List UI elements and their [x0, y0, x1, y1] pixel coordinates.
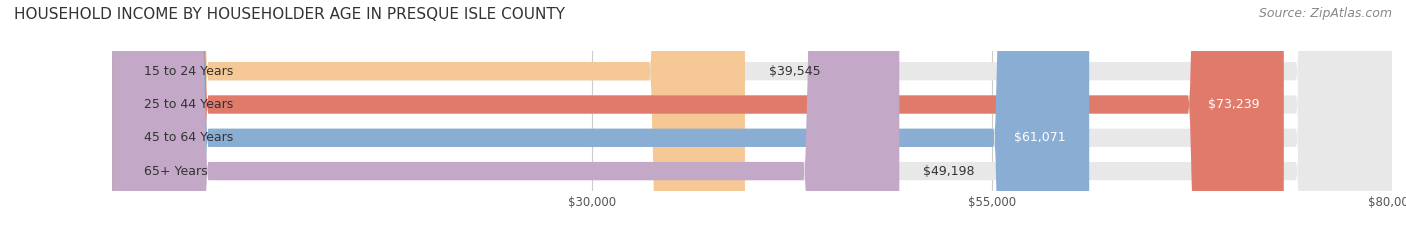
Text: $49,198: $49,198 — [924, 164, 974, 178]
FancyBboxPatch shape — [112, 0, 1392, 233]
Text: 25 to 44 Years: 25 to 44 Years — [145, 98, 233, 111]
Text: 45 to 64 Years: 45 to 64 Years — [145, 131, 233, 144]
Text: $61,071: $61,071 — [1014, 131, 1066, 144]
FancyBboxPatch shape — [112, 0, 1392, 233]
FancyBboxPatch shape — [112, 0, 745, 233]
Text: HOUSEHOLD INCOME BY HOUSEHOLDER AGE IN PRESQUE ISLE COUNTY: HOUSEHOLD INCOME BY HOUSEHOLDER AGE IN P… — [14, 7, 565, 22]
FancyBboxPatch shape — [112, 0, 1392, 233]
Text: Source: ZipAtlas.com: Source: ZipAtlas.com — [1258, 7, 1392, 20]
Text: 15 to 24 Years: 15 to 24 Years — [145, 65, 233, 78]
FancyBboxPatch shape — [112, 0, 900, 233]
Text: $73,239: $73,239 — [1208, 98, 1260, 111]
Text: 65+ Years: 65+ Years — [145, 164, 208, 178]
FancyBboxPatch shape — [112, 0, 1392, 233]
FancyBboxPatch shape — [112, 0, 1090, 233]
Text: $39,545: $39,545 — [769, 65, 821, 78]
FancyBboxPatch shape — [112, 0, 1284, 233]
